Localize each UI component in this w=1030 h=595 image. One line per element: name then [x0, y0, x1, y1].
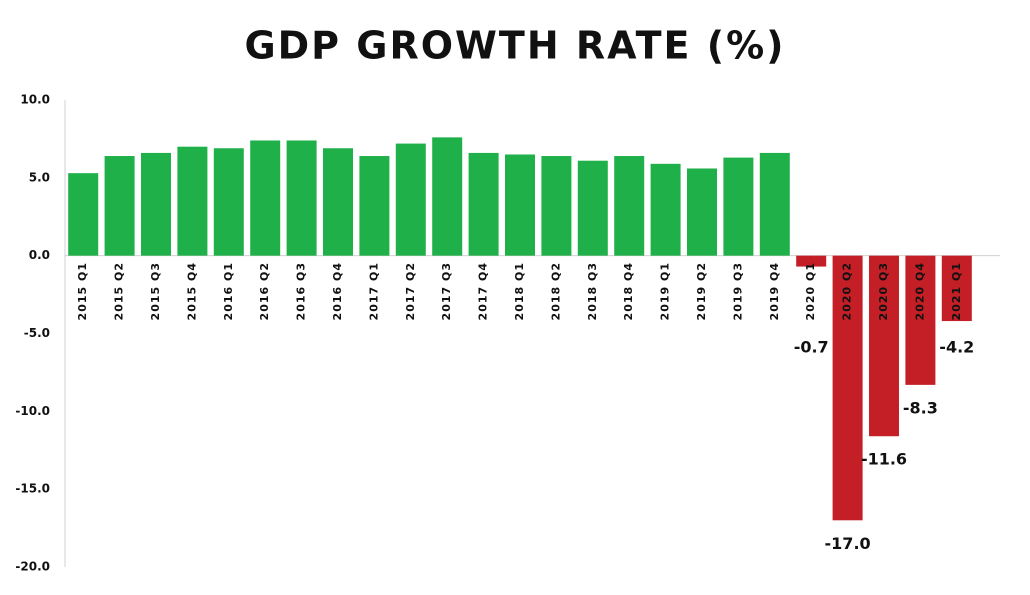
x-tick-label: 2017 Q4 [477, 262, 490, 320]
bar [614, 156, 645, 256]
x-tick-label: 2015 Q4 [185, 262, 198, 320]
x-tick-label: 2018 Q2 [549, 262, 562, 320]
bar [250, 140, 281, 256]
y-tick-label: -5.0 [24, 326, 50, 340]
value-label: -8.3 [903, 398, 938, 417]
x-tick-label: 2017 Q1 [367, 262, 380, 320]
bar [505, 154, 535, 256]
bar [541, 156, 572, 256]
bar [869, 255, 899, 437]
x-tick-label: 2015 Q2 [113, 262, 126, 320]
value-label: -11.6 [861, 450, 907, 469]
x-tick-label: 2016 Q1 [222, 262, 235, 320]
bar [68, 173, 99, 256]
bar [286, 140, 317, 256]
bar [213, 148, 244, 256]
x-tick-label: 2020 Q3 [877, 262, 890, 320]
x-tick-label: 2015 Q3 [149, 262, 162, 320]
value-label: -4.2 [939, 338, 974, 357]
bar [941, 255, 972, 322]
bar [759, 152, 790, 256]
bar [723, 157, 754, 256]
bar [905, 255, 936, 385]
y-tick-label: 0.0 [29, 248, 50, 262]
y-tick-label: -20.0 [15, 560, 50, 574]
bar [323, 148, 353, 256]
x-tick-label: 2019 Q3 [731, 262, 744, 320]
bar [395, 143, 426, 256]
value-label: -0.7 [794, 338, 829, 357]
bar [577, 160, 608, 256]
bar [687, 168, 717, 256]
x-tick-label: 2019 Q1 [659, 262, 672, 320]
x-tick-label: 2016 Q2 [258, 262, 271, 320]
bar [796, 255, 827, 267]
bar [650, 163, 681, 256]
x-tick-label: 2018 Q1 [513, 262, 526, 320]
y-tick-label: -15.0 [15, 482, 50, 496]
bar [832, 255, 863, 521]
x-tick-label: 2016 Q3 [295, 262, 308, 320]
x-tick-label: 2020 Q1 [804, 262, 817, 320]
x-tick-label: 2016 Q4 [331, 262, 344, 320]
x-tick-label: 2018 Q4 [622, 262, 635, 320]
bar [359, 156, 390, 256]
y-tick-label: 10.0 [20, 93, 50, 107]
x-tick-label: 2015 Q1 [76, 262, 89, 320]
x-tick-label: 2017 Q2 [404, 262, 417, 320]
bar [432, 137, 463, 256]
chart-title: GDP GROWTH RATE (%) [244, 24, 785, 68]
x-tick-label: 2021 Q1 [950, 262, 963, 320]
bar [468, 152, 499, 256]
bar [104, 156, 135, 256]
bar [177, 146, 208, 256]
x-tick-label: 2019 Q2 [695, 262, 708, 320]
bar [141, 152, 171, 256]
value-label: -17.0 [825, 534, 871, 553]
y-tick-label: -10.0 [15, 404, 50, 418]
x-tick-label: 2017 Q3 [440, 262, 453, 320]
x-tick-label: 2020 Q2 [841, 262, 854, 320]
y-tick-label: 5.0 [29, 170, 50, 184]
x-tick-label: 2018 Q3 [586, 262, 599, 320]
x-tick-label: 2019 Q4 [768, 262, 781, 320]
x-tick-label: 2020 Q4 [913, 262, 926, 320]
